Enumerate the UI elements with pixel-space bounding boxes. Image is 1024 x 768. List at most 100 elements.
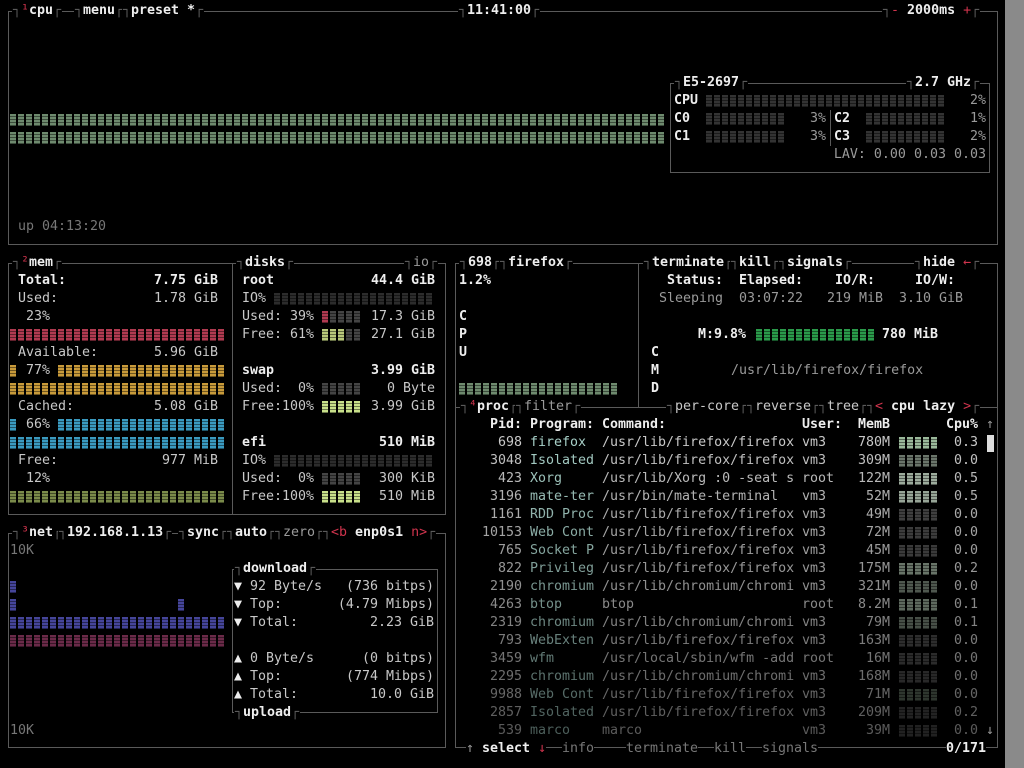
cell-program: WebExten xyxy=(530,633,595,648)
table-row[interactable]: 423 Xorg/usr/lib/Xorg :0 -seat s root 122M 0… xyxy=(456,470,984,488)
table-row[interactable]: 698 firefox/usr/lib/firefox/firefox vm3 780… xyxy=(456,434,984,452)
cell-mem: 168M xyxy=(857,669,890,684)
net-prev-interface-button[interactable]: <b xyxy=(331,525,348,540)
net-next-interface-button[interactable]: n> xyxy=(411,525,428,540)
upload-top: (774 Mibps) xyxy=(345,669,434,684)
mem-available-pct: 77% xyxy=(26,363,51,378)
footer-select[interactable]: ↑ select ↓ xyxy=(466,740,547,758)
scroll-down-icon[interactable]: ↓ xyxy=(986,723,995,738)
footer-kill-button[interactable]: kill xyxy=(714,740,747,758)
reverse-label: reverse xyxy=(755,399,812,414)
column-header-program[interactable]: Program: xyxy=(530,417,595,432)
cpu-mini-graph xyxy=(899,527,939,539)
download-total-label: Total: xyxy=(250,615,299,630)
interval-decrease-button[interactable]: - xyxy=(891,3,900,18)
tree-toggle[interactable]: tree xyxy=(818,398,869,416)
disks-title[interactable]: disks xyxy=(236,254,295,272)
disks-title-label: disks xyxy=(245,255,286,270)
column-header-mem[interactable]: MemB xyxy=(857,417,890,432)
upload-label: upload xyxy=(243,705,292,720)
sort-prev-button[interactable]: < xyxy=(875,399,884,414)
detail-signals-button[interactable]: signals xyxy=(778,254,853,272)
table-row[interactable]: 539 marco marco vm3 39M 0.0 xyxy=(456,722,984,740)
cpu-mini-graph xyxy=(899,455,939,467)
cpu-graph-row xyxy=(10,132,666,144)
menu-button[interactable]: menu xyxy=(74,2,125,20)
cell-program: Isolated xyxy=(530,453,595,468)
net-scale-bottom: 10K xyxy=(10,723,35,738)
cpu-model: E5-2697 xyxy=(674,74,749,92)
cell-pid: 765 xyxy=(497,543,522,558)
cpu-mini-graph xyxy=(899,491,939,503)
table-row[interactable]: 2190 chromium/usr/lib/chromium/chromi vm3 3… xyxy=(456,578,984,596)
proc-scrollbar-thumb[interactable] xyxy=(987,435,994,452)
table-row[interactable]: 793 WebExten/usr/lib/firefox/firefox vm3 16… xyxy=(456,632,984,650)
table-row[interactable]: 2857 Isolated/usr/lib/firefox/firefox vm3 2… xyxy=(456,704,984,722)
disk-root-size: 44.4 GiB xyxy=(370,273,435,288)
proc-filter-button[interactable]: filter xyxy=(515,398,582,416)
cpu-mini-graph xyxy=(899,563,939,575)
detail-terminate-button[interactable]: terminate xyxy=(643,254,734,272)
table-row[interactable]: 3459 wfm/usr/local/sbin/wfm -add root 16M 0.… xyxy=(456,650,984,668)
scroll-up-icon[interactable]: ↑ xyxy=(986,417,995,432)
column-header-command[interactable]: Command: xyxy=(602,417,667,432)
column-header-pid[interactable]: Pid: xyxy=(489,417,522,432)
proc-hotkey: ⁴ xyxy=(469,399,478,414)
cell-program: chromium xyxy=(530,579,595,594)
mem-cached-bar xyxy=(58,419,226,431)
cpu-title-label: cpu xyxy=(29,3,54,18)
table-row[interactable]: 9988 Web Cont/usr/lib/firefox/firefox vm3 7… xyxy=(456,686,984,704)
reverse-toggle[interactable]: reverse xyxy=(746,398,821,416)
proc-title[interactable]: ⁴proc xyxy=(460,398,519,416)
interval-increase-button[interactable]: + xyxy=(963,3,972,18)
detail-hide-button[interactable]: hide ← xyxy=(914,254,981,272)
cpu-mini-graph xyxy=(899,689,939,701)
footer-terminate-button[interactable]: terminate xyxy=(626,740,699,758)
net-sync-toggle[interactable]: sync xyxy=(178,524,229,542)
cell-pid: 4263 xyxy=(489,597,522,612)
cell-mem: 163M xyxy=(857,633,890,648)
cell-command: /usr/lib/firefox/firefox xyxy=(602,543,795,558)
footer-signals-button[interactable]: signals xyxy=(762,740,819,758)
table-row[interactable]: 822 Privileg/usr/lib/firefox/firefox vm3 17… xyxy=(456,560,984,578)
sort-next-button[interactable]: > xyxy=(963,399,972,414)
net-zero-toggle[interactable]: zero xyxy=(274,524,325,542)
table-row[interactable]: 10153 Web Cont/usr/lib/firefox/firefox vm3… xyxy=(456,524,984,542)
table-row[interactable]: 4263 btop btop root 8.2M 0.1 xyxy=(456,596,984,614)
net-auto-toggle[interactable]: auto xyxy=(226,524,277,542)
mem-title[interactable]: ²mem xyxy=(12,254,63,272)
cpu-title[interactable]: ¹cpu xyxy=(12,2,63,20)
table-row[interactable]: 3196 mate-ter/usr/bin/mate-terminal vm3 52M… xyxy=(456,488,984,506)
disk-root-used-fill xyxy=(322,311,330,323)
cell-cpu: 0.0 xyxy=(953,543,978,558)
signals-label: signals xyxy=(787,255,844,270)
cell-user: vm3 xyxy=(802,669,827,684)
cpu-info-box xyxy=(670,83,990,173)
detail-kill-button[interactable]: kill xyxy=(730,254,781,272)
column-header-cpu[interactable]: Cpu% xyxy=(945,417,978,432)
window-scrollbar[interactable] xyxy=(1005,0,1024,768)
table-row[interactable]: 2295 chromium/usr/lib/chromium/chromi vm3 1… xyxy=(456,668,984,686)
preset-button[interactable]: preset * xyxy=(122,2,205,20)
net-title[interactable]: ³net xyxy=(12,524,63,542)
detail-cpu-graph xyxy=(459,383,619,395)
column-header-user[interactable]: User: xyxy=(802,417,843,432)
table-row[interactable]: 765 Socket P/usr/lib/firefox/firefox vm3 45… xyxy=(456,542,984,560)
table-row[interactable]: 2319 chromium/usr/lib/chromium/chromi vm3 7… xyxy=(456,614,984,632)
disk-swap-used: 0 Byte xyxy=(386,381,435,396)
per-core-toggle[interactable]: per-core xyxy=(666,398,749,416)
table-row[interactable]: 3048 Isolated/usr/lib/firefox/firefox vm3 3… xyxy=(456,452,984,470)
cell-command: /usr/lib/firefox/firefox xyxy=(602,525,795,540)
cell-user: vm3 xyxy=(802,561,827,576)
mem-cached-label: Cached: xyxy=(18,399,75,414)
cell-user: vm3 xyxy=(802,543,827,558)
cell-program: firefox xyxy=(530,435,587,450)
footer-info-button[interactable]: info xyxy=(562,740,595,758)
mem-hotkey: ² xyxy=(21,255,30,270)
upload-top-label: Top: xyxy=(250,669,283,684)
disk-efi-free: 510 MiB xyxy=(378,489,435,504)
mem-available-label: Available: xyxy=(18,345,99,360)
io-toggle[interactable]: io xyxy=(404,254,439,272)
table-row[interactable]: 1161 RDD Proc/usr/lib/firefox/firefox vm3 4… xyxy=(456,506,984,524)
net-download-graph xyxy=(10,617,226,629)
